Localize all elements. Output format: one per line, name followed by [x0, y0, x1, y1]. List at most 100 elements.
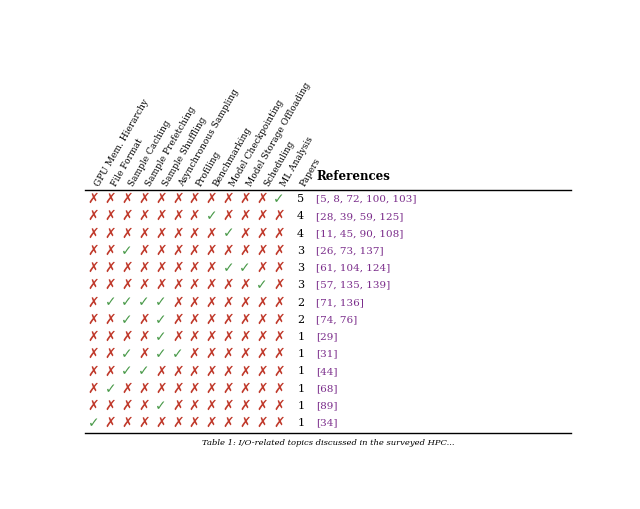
- Text: File Format: File Format: [110, 137, 145, 188]
- Text: ✗: ✗: [239, 330, 251, 344]
- Text: ✗: ✗: [239, 399, 251, 413]
- Text: 1: 1: [297, 418, 304, 428]
- Text: ✗: ✗: [205, 347, 217, 361]
- Text: ✗: ✗: [223, 244, 234, 258]
- Text: ✓: ✓: [122, 364, 133, 379]
- Text: ✗: ✗: [273, 416, 285, 430]
- Text: Asynchronous Sampling: Asynchronous Sampling: [178, 88, 241, 188]
- Text: Profiling: Profiling: [195, 150, 222, 188]
- Text: ✗: ✗: [122, 399, 133, 413]
- Text: ✗: ✗: [273, 227, 285, 241]
- Text: 3: 3: [297, 280, 304, 290]
- Text: ✗: ✗: [205, 399, 217, 413]
- Text: ✗: ✗: [239, 278, 251, 292]
- Text: ✗: ✗: [223, 296, 234, 309]
- Text: 5: 5: [297, 194, 304, 204]
- Text: ✓: ✓: [122, 313, 133, 327]
- Text: [5, 8, 72, 100, 103]: [5, 8, 72, 100, 103]: [316, 194, 417, 204]
- Text: ✗: ✗: [256, 244, 268, 258]
- Text: 3: 3: [297, 246, 304, 256]
- Text: ✓: ✓: [122, 244, 133, 258]
- Text: 1: 1: [297, 384, 304, 394]
- Text: ✗: ✗: [172, 261, 184, 275]
- Text: ✗: ✗: [104, 209, 116, 223]
- Text: ✗: ✗: [189, 244, 200, 258]
- Text: ✗: ✗: [189, 330, 200, 344]
- Text: ✗: ✗: [273, 382, 285, 395]
- Text: ✗: ✗: [205, 313, 217, 327]
- Text: ✓: ✓: [155, 399, 166, 413]
- Text: ✗: ✗: [256, 261, 268, 275]
- Text: ✗: ✗: [189, 313, 200, 327]
- Text: ✓: ✓: [155, 313, 166, 327]
- Text: ✗: ✗: [205, 416, 217, 430]
- Text: ✗: ✗: [223, 399, 234, 413]
- Text: ✗: ✗: [223, 278, 234, 292]
- Text: ✗: ✗: [172, 192, 184, 206]
- Text: ✗: ✗: [189, 416, 200, 430]
- Text: ✗: ✗: [205, 278, 217, 292]
- Text: ✗: ✗: [256, 347, 268, 361]
- Text: ✓: ✓: [138, 364, 150, 379]
- Text: ✗: ✗: [189, 278, 200, 292]
- Text: ✗: ✗: [122, 261, 133, 275]
- Text: [68]: [68]: [316, 384, 337, 393]
- Text: ✗: ✗: [88, 261, 99, 275]
- Text: ✗: ✗: [122, 382, 133, 395]
- Text: [31]: [31]: [316, 350, 337, 359]
- Text: ✗: ✗: [172, 278, 184, 292]
- Text: ✗: ✗: [239, 364, 251, 379]
- Text: ✗: ✗: [122, 278, 133, 292]
- Text: Model Storage Offloading: Model Storage Offloading: [245, 81, 312, 188]
- Text: ✗: ✗: [122, 192, 133, 206]
- Text: ✗: ✗: [104, 347, 116, 361]
- Text: [71, 136]: [71, 136]: [316, 298, 364, 307]
- Text: ✓: ✓: [104, 296, 116, 309]
- Text: ✗: ✗: [155, 244, 166, 258]
- Text: ✗: ✗: [88, 296, 99, 309]
- Text: ✗: ✗: [104, 416, 116, 430]
- Text: [11, 45, 90, 108]: [11, 45, 90, 108]: [316, 229, 403, 238]
- Text: ✗: ✗: [239, 192, 251, 206]
- Text: ✗: ✗: [138, 347, 150, 361]
- Text: ✗: ✗: [205, 227, 217, 241]
- Text: ✗: ✗: [239, 416, 251, 430]
- Text: ✗: ✗: [88, 364, 99, 379]
- Text: GPU Mem. Hierarchy: GPU Mem. Hierarchy: [93, 98, 151, 188]
- Text: ✗: ✗: [223, 192, 234, 206]
- Text: [44]: [44]: [316, 367, 337, 376]
- Text: 2: 2: [297, 315, 304, 325]
- Text: ✗: ✗: [273, 313, 285, 327]
- Text: ✗: ✗: [256, 364, 268, 379]
- Text: ✗: ✗: [273, 330, 285, 344]
- Text: ✗: ✗: [104, 244, 116, 258]
- Text: ✗: ✗: [205, 296, 217, 309]
- Text: ML Analysis: ML Analysis: [279, 135, 315, 188]
- Text: ✗: ✗: [239, 227, 251, 241]
- Text: ✗: ✗: [104, 278, 116, 292]
- Text: ✗: ✗: [223, 313, 234, 327]
- Text: ✓: ✓: [155, 347, 166, 361]
- Text: ✗: ✗: [273, 244, 285, 258]
- Text: ✗: ✗: [88, 399, 99, 413]
- Text: ✗: ✗: [104, 364, 116, 379]
- Text: Papers: Papers: [298, 157, 322, 188]
- Text: ✗: ✗: [138, 209, 150, 223]
- Text: Benchmarking: Benchmarking: [211, 126, 253, 188]
- Text: ✗: ✗: [155, 416, 166, 430]
- Text: References: References: [316, 169, 390, 183]
- Text: ✗: ✗: [104, 313, 116, 327]
- Text: ✗: ✗: [155, 192, 166, 206]
- Text: ✗: ✗: [138, 261, 150, 275]
- Text: ✗: ✗: [256, 192, 268, 206]
- Text: [34]: [34]: [316, 419, 337, 428]
- Text: 1: 1: [297, 366, 304, 377]
- Text: ✗: ✗: [172, 399, 184, 413]
- Text: ✓: ✓: [88, 416, 99, 430]
- Text: ✓: ✓: [122, 296, 133, 309]
- Text: 1: 1: [297, 349, 304, 359]
- Text: ✗: ✗: [189, 347, 200, 361]
- Text: ✗: ✗: [88, 330, 99, 344]
- Text: ✓: ✓: [256, 278, 268, 292]
- Text: 1: 1: [297, 332, 304, 342]
